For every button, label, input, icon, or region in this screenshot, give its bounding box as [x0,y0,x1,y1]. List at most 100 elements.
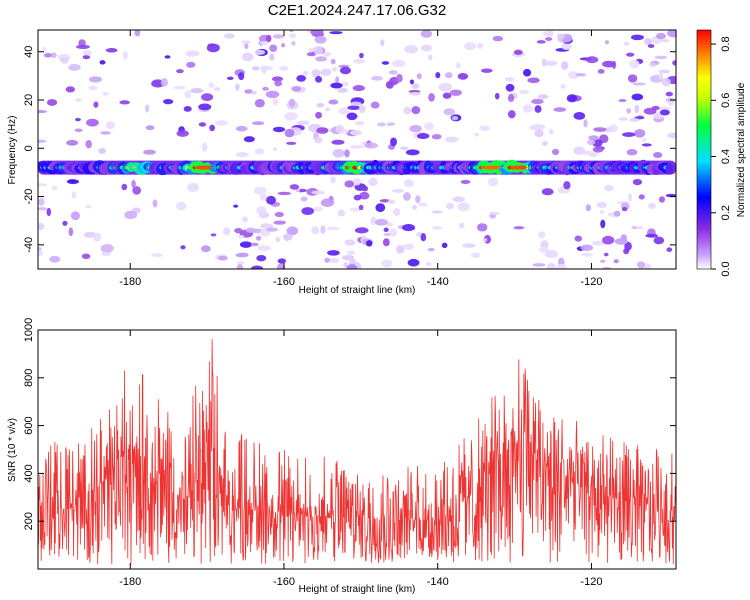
spectrogram-noise-blob [600,259,606,263]
spectrogram-noise-blob [346,112,358,121]
spectrogram-noise-blob [38,247,43,251]
spectrogram-noise-blob [513,49,523,55]
spectrogram-noise-blob [176,130,189,137]
spectrogram-noise-blob [286,141,297,145]
spectrogram-noise-blob [396,73,403,83]
spectrogram-noise-blob [70,211,80,221]
spectrogram-noise-blob [618,99,627,103]
snr-x-label: Height of straight line (km) [299,584,416,595]
spectrogram-noise-blob [102,91,109,96]
spectrogram-noise-blob [561,42,572,51]
spectrogram-noise-blob [585,56,599,64]
spectrogram-noise-blob [460,179,471,184]
spectrogram-noise-blob [476,42,484,49]
spectrogram-noise-blob [416,133,430,139]
snr-y-tick-label: 600 [23,416,35,434]
spectrogram-noise-blob [291,41,296,46]
spectrogram-noise-blob [316,103,325,108]
spectrogram-noise-blob [474,132,480,137]
spectrogram-noise-blob [370,101,380,109]
spectrogram-noise-blob [494,92,500,100]
spectrogram-noise-blob [425,261,432,266]
spectrogram-x-tick-label: -120 [580,276,602,288]
spectrogram-noise-blob [534,105,542,113]
spectrogram-noise-blob [386,122,396,127]
spectrogram-noise-blob [313,45,324,55]
spectrogram-noise-blob [568,71,579,79]
spectrogram-noise-blob [276,263,286,269]
spectrogram-noise-blob [88,76,103,83]
spectrogram-noise-blob [538,231,546,239]
spectrogram-noise-blob [602,266,612,269]
spectrogram-noise-blob [288,33,297,39]
spectrogram-noise-blob [667,30,676,38]
spectrogram-noise-blob [427,247,435,252]
spectrogram-noise-blob [420,44,432,52]
spectrogram-noise-blob [505,83,515,92]
spectrogram-noise-blob [325,107,331,112]
spectrogram-noise-blob [233,204,239,208]
spectrogram-noise-blob [119,100,130,105]
spectrogram-noise-blob [244,43,249,50]
spectrogram-noise-blob [451,116,459,121]
spectrogram-noise-blob [402,192,411,201]
spectrogram-noise-blob [163,98,174,105]
spectrogram-noise-blob [291,85,301,92]
spectrogram-noise-blob [381,61,390,65]
spectrogram-noise-blob [399,146,409,151]
spectrogram-noise-blob [462,243,476,248]
spectrogram-noise-blob [74,128,83,133]
spectrogram-noise-blob [100,251,111,257]
spectrogram-noise-blob [151,253,164,258]
spectrogram-noise-blob [337,209,346,217]
spectrogram-noise-blob [38,250,44,257]
spectrogram-noise-blob [341,129,349,134]
spectrogram-noise-blob [435,72,441,79]
spectrogram-noise-blob [250,265,264,269]
spectrogram-noise-blob [261,65,268,74]
spectrogram-noise-blob [575,73,587,77]
spectrogram-noise-blob [626,149,638,156]
spectrogram-noise-blob [444,72,453,79]
spectrogram-noise-blob [402,223,416,232]
spectrogram-noise-blob [631,93,644,101]
spectrogram-noise-blob [350,129,363,136]
spectrogram-noise-blob [344,180,355,188]
spectrogram-noise-blob [105,48,118,53]
spectrogram-noise-blob [539,246,549,253]
spectrogram-noise-blob [236,261,245,265]
spectrogram-noise-blob [183,105,192,112]
spectrogram-noise-blob [513,226,525,230]
spectrogram-noise-blob [359,191,370,200]
spectrogram-noise-blob [310,30,324,37]
spectrogram-band-peak [482,165,501,170]
spectrogram-noise-blob [354,120,365,126]
spectrogram-noise-blob [438,82,453,92]
spectrogram-noise-blob [358,204,364,211]
spectrogram-noise-blob [236,263,244,269]
snr-y-ticks: 200 400 600 800 1000 [23,318,676,530]
spectrogram-noise-blob [588,135,599,141]
spectrogram-noise-blob [338,107,349,115]
spectrogram-noise-blob [286,226,299,236]
spectrogram-noise-blob [532,263,546,267]
spectrogram-noise-blob [609,124,618,133]
spectrogram-noise-blob [46,207,52,217]
spectrogram-noise-blob [626,52,635,57]
spectrogram-noise-blob [561,61,569,70]
spectrogram-noise-blob [244,89,253,94]
spectrogram-noise-blob [580,244,594,252]
spectrogram-noise-blob [651,105,660,111]
spectrogram-noise-blob [38,207,48,211]
spectrogram-noise-blob [259,223,274,229]
spectrogram-noise-blob [519,89,530,95]
spectrogram-noise-blob [667,132,676,139]
spectrogram-noise-blob [396,245,405,254]
spectrogram-noise-blob [265,90,280,99]
spectrogram-noise-blob [88,85,98,91]
spectrogram-noise-blob [134,30,141,37]
spectrogram-noise-blob [253,186,267,195]
spectrogram-noise-blob [46,99,58,106]
spectrogram-band-peak [194,165,213,170]
spectrogram-noise-blob [269,53,275,61]
